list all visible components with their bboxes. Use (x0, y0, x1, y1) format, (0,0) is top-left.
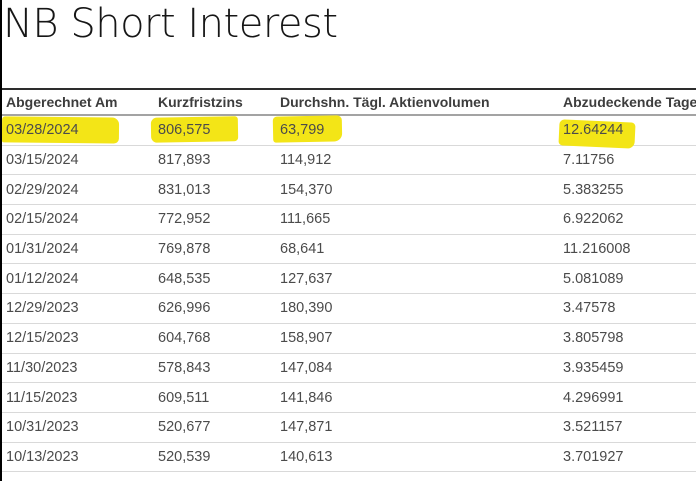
table-cell: 147,871 (280, 412, 563, 443)
table-row: 01/12/2024 648,535 127,637 5.081089 (2, 263, 696, 295)
table-cell: 140,613 (280, 442, 563, 473)
table-cell: 11/15/2023 (2, 382, 158, 413)
table-cell: 817,893 (158, 145, 280, 176)
table-cell: 127,637 (280, 263, 563, 295)
table-cell: 3.805798 (563, 323, 696, 354)
table-cell: 578,843 (158, 353, 280, 384)
table-cell: 111,665 (280, 204, 563, 235)
table-row: 03/15/2024 817,893 114,912 7.11756 (2, 145, 696, 176)
table-header-row: Abgerechnet Am Kurzfristzins Durchshn. T… (2, 88, 696, 116)
table-row: 12/29/2023 626,996 180,390 3.47578 (2, 293, 696, 324)
table-cell: 02/29/2024 (2, 174, 158, 206)
table-cell: 3.521157 (563, 412, 696, 443)
table-row: 11/30/2023 578,843 147,084 3.935459 (2, 353, 696, 384)
table-cell: 01/31/2024 (2, 234, 158, 265)
table-cell: 10/31/2023 (2, 412, 158, 443)
table-cell: 604,768 (158, 323, 280, 354)
table-cell: 12/15/2023 (2, 323, 158, 354)
page-title: NB Short Interest (3, 1, 338, 47)
table-cell: 4.296991 (563, 382, 696, 413)
table-cell: 520,539 (158, 442, 280, 473)
table-cell: 180,390 (280, 293, 563, 324)
table-cell: 520,677 (158, 412, 280, 443)
table-row: 11/15/2023 609,511 141,846 4.296991 (2, 382, 696, 413)
table-cell: 626,996 (158, 293, 280, 324)
table-cell: 02/15/2024 (2, 204, 158, 235)
table-cell: 10/13/2023 (2, 442, 158, 473)
table-cell: 6.922062 (563, 204, 696, 235)
table-row: 10/13/2023 520,539 140,613 3.701927 (2, 442, 696, 473)
table-cell: 114,912 (280, 145, 563, 176)
table-cell: 772,952 (158, 204, 280, 235)
table-cell: 3.935459 (563, 353, 696, 384)
table-cell: 648,535 (158, 263, 280, 295)
table-cell: 141,846 (280, 382, 563, 413)
table-cell: 158,907 (280, 323, 563, 354)
table-cell: 7.11756 (563, 145, 696, 176)
table-cell: 5.383255 (563, 174, 696, 206)
column-header-abzudeckende-tage: Abzudeckende Tage (563, 88, 696, 116)
table-cell: 3.47578 (563, 293, 696, 324)
table-row: 10/31/2023 520,677 147,871 3.521157 (2, 412, 696, 443)
column-header-kurzfristzins: Kurzfristzins (158, 88, 280, 116)
table-cell: 01/12/2024 (2, 263, 158, 295)
column-header-abgerechnet-am: Abgerechnet Am (2, 88, 158, 116)
table-cell: 03/15/2024 (2, 145, 158, 176)
table-cell: 154,370 (280, 174, 563, 206)
table-cell: 831,013 (158, 174, 280, 206)
table-row: 02/15/2024 772,952 111,665 6.922062 (2, 204, 696, 235)
column-header-durchshn-taegl-aktienvolumen: Durchshn. Tägl. Aktienvolumen (280, 88, 563, 116)
table-cell: 12/29/2023 (2, 293, 158, 324)
table-row: 12/15/2023 604,768 158,907 3.805798 (2, 323, 696, 354)
table-cell: 68,641 (280, 234, 563, 265)
table-cell: 3.701927 (563, 442, 696, 473)
table-cell: 609,511 (158, 382, 280, 413)
table-cell: 5.081089 (563, 263, 696, 295)
table-row: 01/31/2024 769,878 68,641 11.216008 (2, 234, 696, 265)
short-interest-table-container: Abgerechnet Am Kurzfristzins Durchshn. T… (2, 88, 696, 473)
table-row: 02/29/2024 831,013 154,370 5.383255 (2, 174, 696, 206)
table-cell: 11.216008 (563, 234, 696, 265)
table-cell: 769,878 (158, 234, 280, 265)
table-body: 03/28/2024 806,575 63,799 12.64244 03/15/202… (2, 115, 696, 473)
table-cell: 147,084 (280, 353, 563, 384)
table-cell: 11/30/2023 (2, 353, 158, 384)
